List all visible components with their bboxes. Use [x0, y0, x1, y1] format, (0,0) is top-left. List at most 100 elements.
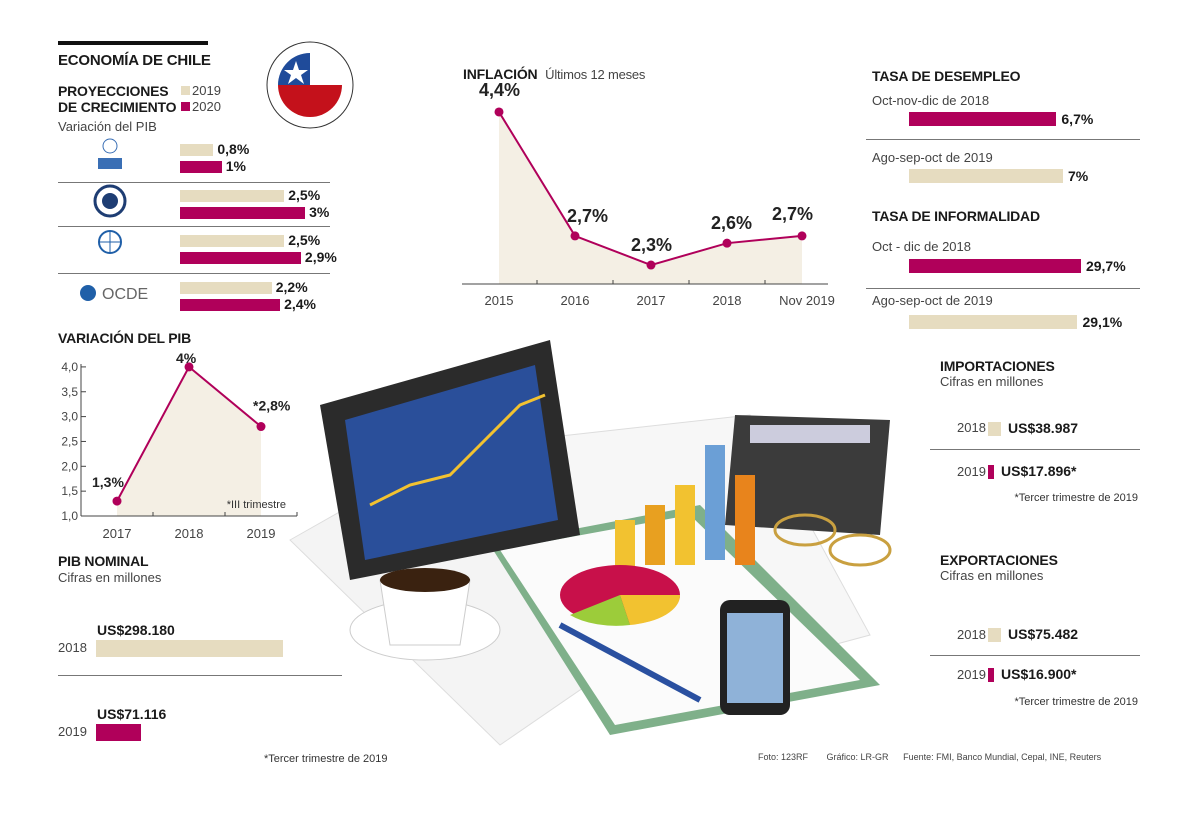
- pib-note: *III trimestre: [227, 499, 286, 511]
- data-point: [646, 260, 656, 270]
- category-label: 2019: [957, 464, 986, 479]
- legend-swatch-2019: [181, 86, 190, 95]
- category-label: Ago-sep-oct de 2019: [872, 150, 993, 165]
- inflacion-area: [499, 111, 802, 285]
- pib-area: [117, 366, 261, 516]
- category-label: Oct - dic de 2018: [872, 239, 971, 254]
- title-rule: [58, 41, 208, 45]
- value-label-2019: 2,5%: [288, 232, 321, 248]
- y-tick-label: 4,0: [61, 360, 78, 374]
- footer-credits: Foto: 123RF Gráfico: LR-GR Fuente: FMI, …: [758, 752, 1101, 762]
- data-label: 2,6%: [711, 213, 752, 233]
- legend: 2019 2020: [181, 83, 221, 115]
- svg-text:OCDE: OCDE: [102, 286, 148, 303]
- category-label: Ago-sep-oct de 2019: [872, 293, 993, 308]
- x-tick-label: Nov 2019: [779, 293, 835, 308]
- proyecciones-title: PROYECCIONES DE CRECIMIENTO: [58, 83, 176, 115]
- data-label: 4,4%: [479, 80, 520, 100]
- data-label: 4%: [176, 350, 197, 366]
- value-label-2019: 2,2%: [275, 279, 308, 295]
- variacion-pib-line-chart: 1,0 1,5 2,0 2,5 3,0 3,5 4,0 1,3% 2017 4% 2018 *2,8%…: [61, 350, 298, 541]
- importaciones-title: IMPORTACIONES: [940, 358, 1055, 374]
- value-label: 6,7%: [1061, 111, 1094, 127]
- category-label: 2019: [957, 667, 986, 682]
- category-label: 2018: [957, 627, 986, 642]
- data-label: *2,8%: [253, 398, 291, 414]
- legend-2019: 2019: [181, 83, 221, 99]
- legend-2020: 2020: [181, 99, 221, 115]
- data-label: 1,3%: [92, 474, 124, 490]
- bar: [909, 315, 1078, 329]
- bar: [96, 724, 141, 741]
- legend-swatch-2020: [181, 102, 190, 111]
- value-label: 29,7%: [1085, 258, 1126, 274]
- world-bank-globe-logo: [80, 229, 140, 263]
- glasses: [773, 513, 837, 547]
- value-label-2020: 3%: [309, 204, 330, 220]
- inflacion-title: INFLACIÓN Últimos 12 meses: [463, 66, 645, 82]
- inflacion-subtitle: Últimos 12 meses: [545, 67, 646, 82]
- source-credit: Fuente: FMI, Banco Mundial, Cepal, INE, …: [903, 752, 1102, 762]
- page-title: ECONOMÍA DE CHILE: [58, 52, 211, 69]
- exportaciones-subtitle: Cifras en millones: [940, 568, 1044, 583]
- value-label: US$298.180: [97, 622, 175, 638]
- tablet-screen: [345, 365, 558, 560]
- inflacion-line-chart: 4,4% 2015 2,7% 2016 2,3% 2017 2,6% 2018 2,7% Nov …: [462, 80, 835, 308]
- exportaciones-title: EXPORTACIONES: [940, 552, 1058, 568]
- bar: [988, 668, 994, 682]
- y-tick-label: 3,5: [61, 385, 78, 399]
- photo-credit: Foto: 123RF: [758, 752, 809, 762]
- divider: [58, 182, 330, 183]
- bar-2020: [180, 252, 301, 264]
- data-point: [797, 231, 807, 241]
- legend-label-2019: 2019: [192, 83, 221, 98]
- divider: [58, 273, 330, 274]
- x-tick-label: 2018: [175, 526, 204, 541]
- oecd-logo: OCDE: [78, 276, 158, 310]
- y-tick-label: 2,0: [61, 459, 78, 473]
- graphic-credit: Gráfico: LR-GR: [826, 752, 889, 762]
- category-label: Oct-nov-dic de 2018: [872, 93, 990, 108]
- value-label: 7%: [1068, 168, 1089, 184]
- pib-nominal-title: PIB NOMINAL: [58, 553, 149, 569]
- bar: [988, 628, 1001, 642]
- bar: [96, 640, 283, 657]
- inflacion-title-text: INFLACIÓN: [463, 66, 538, 82]
- finance-desk-photo: [289, 340, 892, 746]
- bar: [909, 169, 1063, 183]
- value-label-2019: 2,5%: [288, 187, 321, 203]
- x-tick-label: 2019: [247, 526, 276, 541]
- value-label: 29,1%: [1082, 314, 1123, 330]
- bar-2020: [180, 299, 281, 311]
- y-tick-label: 1,5: [61, 484, 78, 498]
- x-tick-label: 2015: [485, 293, 514, 308]
- bar-2020: [180, 161, 222, 173]
- pen: [558, 622, 702, 703]
- x-tick-label: 2017: [637, 293, 666, 308]
- data-point: [184, 362, 194, 372]
- legend-label-2020: 2020: [192, 99, 221, 114]
- value-label-2020: 2,9%: [304, 249, 337, 265]
- x-tick-label: 2016: [561, 293, 590, 308]
- category-label: 2018: [957, 420, 986, 435]
- value-label-2020: 2,4%: [284, 296, 316, 312]
- bar: [988, 465, 994, 479]
- chile-flag-icon: [266, 41, 354, 129]
- category-label: 2019: [58, 724, 87, 739]
- x-tick-label: 2017: [103, 526, 132, 541]
- proyecciones-title-line2: DE CRECIMIENTO: [58, 99, 177, 115]
- y-tick-label: 3,0: [61, 410, 78, 424]
- value-label: US$17.896*: [1001, 463, 1077, 479]
- bar-2019: [180, 144, 214, 156]
- value-label: US$71.116: [97, 706, 167, 722]
- proyecciones-subtitle: Variación del PIB: [58, 119, 157, 134]
- data-point: [494, 107, 504, 117]
- category-label: 2018: [58, 640, 87, 655]
- value-label: US$38.987: [1008, 420, 1079, 436]
- value-label-2019: 0,8%: [217, 141, 250, 157]
- desempleo-title: TASA DE DESEMPLEO: [872, 68, 1021, 84]
- bar-2019: [180, 282, 272, 294]
- variacion-pib-title: VARIACIÓN DEL PIB: [58, 330, 191, 346]
- importaciones-subtitle: Cifras en millones: [940, 374, 1044, 389]
- value-label: US$16.900*: [1001, 666, 1077, 682]
